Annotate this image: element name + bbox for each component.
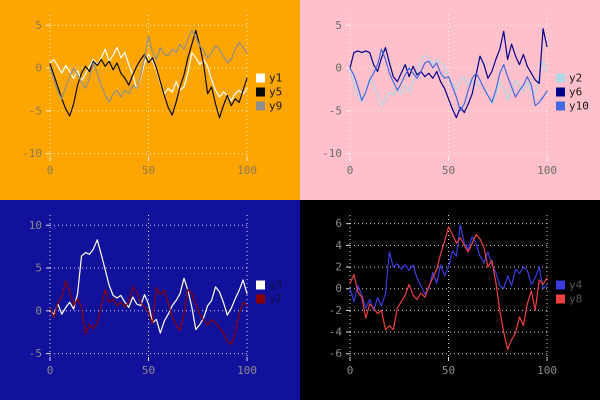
svg-text:-5: -5	[29, 104, 42, 117]
svg-text:0: 0	[35, 304, 42, 317]
svg-text:4: 4	[335, 239, 342, 252]
chart-top-left: 0 50 100 5 0 -5 -10 y1 y5 y9	[0, 0, 300, 200]
svg-text:y9: y9	[269, 100, 282, 113]
svg-text:-5: -5	[329, 104, 342, 117]
svg-text:-6: -6	[329, 347, 342, 360]
svg-text:-10: -10	[322, 147, 342, 160]
svg-text:50: 50	[142, 164, 155, 177]
svg-text:100: 100	[537, 364, 557, 377]
svg-text:y1: y1	[269, 72, 282, 85]
svg-text:y7: y7	[269, 293, 282, 306]
svg-text:y8: y8	[569, 293, 582, 306]
svg-text:50: 50	[442, 164, 455, 177]
svg-text:50: 50	[142, 364, 155, 377]
svg-text:100: 100	[537, 164, 557, 177]
chart-bottom-left: 0 50 100 10 5 0 -5 y3 y7	[0, 200, 300, 400]
svg-text:0: 0	[47, 164, 54, 177]
chart-bottom-right: 0 50 100 6 4 2 0 -2 -4 -6 y4 y8	[300, 200, 600, 400]
svg-text:100: 100	[237, 164, 257, 177]
svg-text:0: 0	[335, 282, 342, 295]
svg-text:6: 6	[335, 217, 342, 230]
svg-text:5: 5	[335, 19, 342, 32]
svg-text:-10: -10	[22, 147, 42, 160]
svg-text:y4: y4	[569, 279, 583, 292]
svg-text:2: 2	[335, 261, 342, 274]
svg-text:5: 5	[35, 19, 42, 32]
svg-text:0: 0	[35, 62, 42, 75]
svg-text:10: 10	[29, 219, 42, 232]
svg-text:0: 0	[347, 164, 354, 177]
svg-text:100: 100	[237, 364, 257, 377]
svg-text:5: 5	[35, 262, 42, 275]
svg-text:y5: y5	[269, 86, 282, 99]
svg-text:-5: -5	[29, 347, 42, 360]
svg-text:50: 50	[442, 364, 455, 377]
svg-text:y10: y10	[569, 100, 589, 113]
chart-top-right: 0 50 100 5 0 -5 -10 y2 y6 y10	[300, 0, 600, 200]
svg-text:y3: y3	[269, 279, 282, 292]
svg-text:y6: y6	[569, 86, 582, 99]
svg-text:y2: y2	[569, 72, 582, 85]
svg-text:0: 0	[335, 62, 342, 75]
svg-text:0: 0	[47, 364, 54, 377]
svg-text:0: 0	[347, 364, 354, 377]
svg-text:-4: -4	[329, 326, 343, 339]
svg-text:-2: -2	[329, 304, 342, 317]
